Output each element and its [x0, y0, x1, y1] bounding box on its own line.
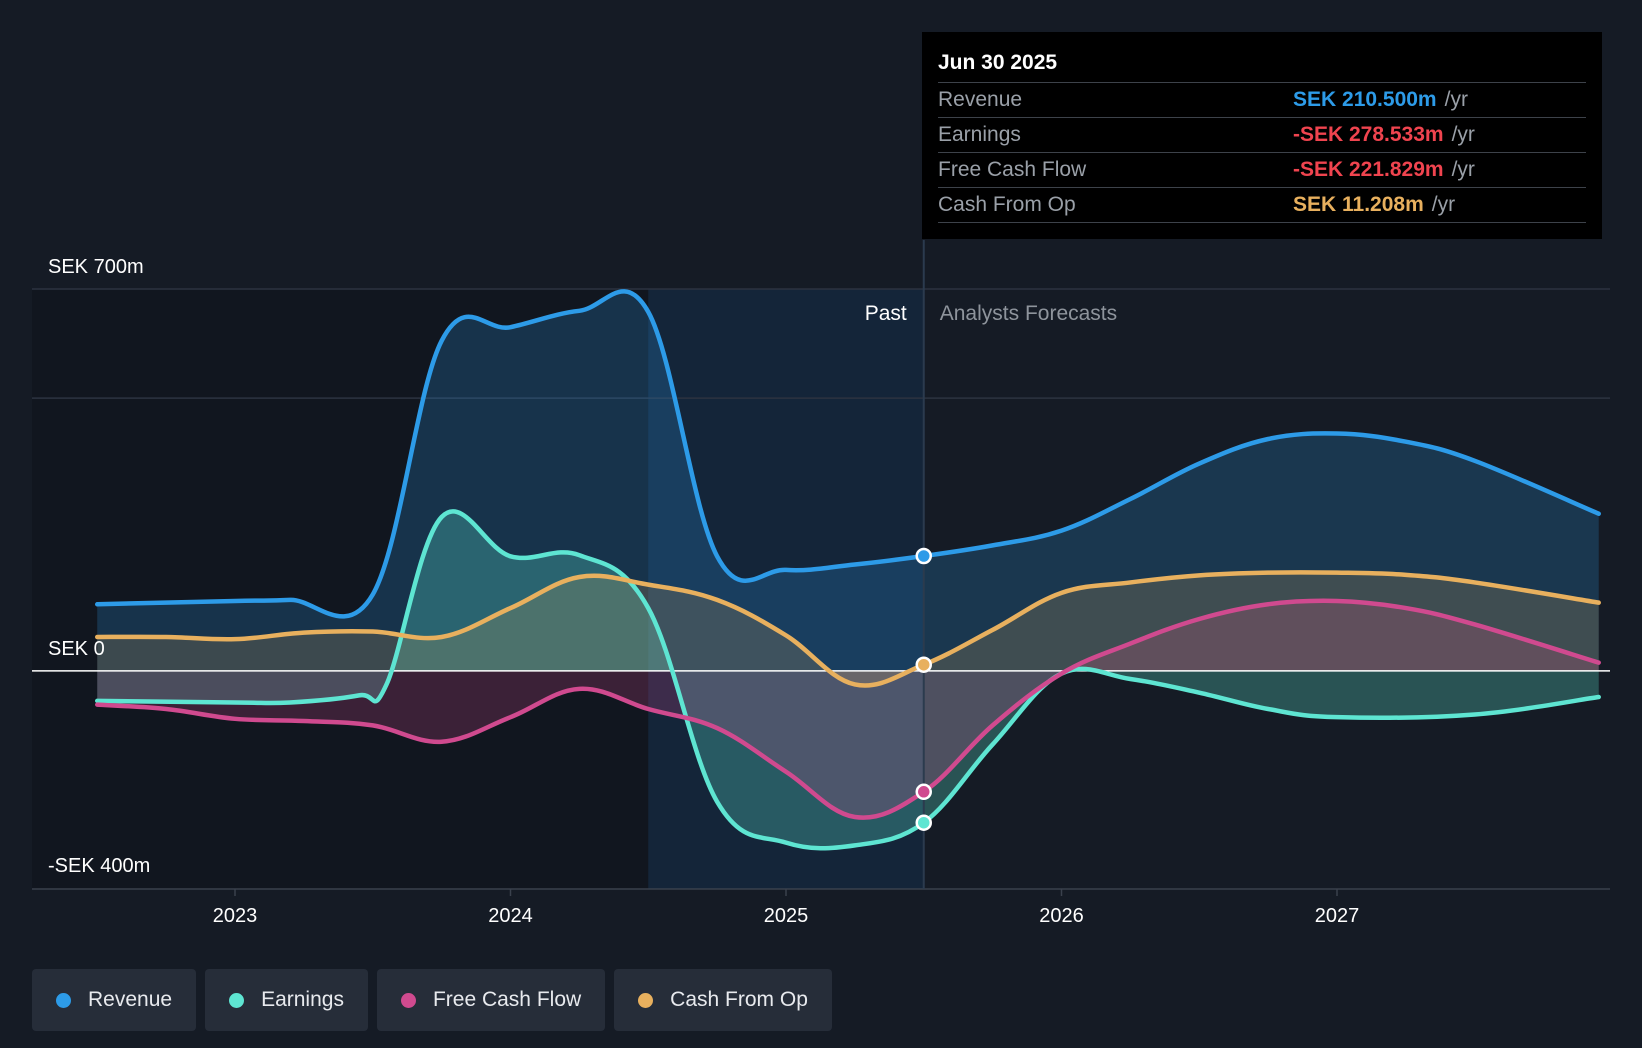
forecast-label: Analysts Forecasts — [940, 302, 1117, 325]
marker-cash-from-op[interactable] — [915, 656, 932, 673]
tooltip-row-earnings: Earnings -SEK 278.533m /yr — [938, 118, 1586, 153]
y-axis: SEK 700m SEK 0 -SEK 400m — [48, 256, 150, 877]
past-label: Past — [865, 302, 907, 325]
tooltip-label: Free Cash Flow — [938, 158, 1087, 181]
legend-item-earnings[interactable]: Earnings — [205, 969, 368, 1031]
tooltip-unit: /yr — [1431, 193, 1456, 216]
legend-dot-icon — [56, 992, 71, 1008]
area-earnings — [97, 511, 1599, 849]
tooltip-unit: /yr — [1444, 88, 1468, 111]
legend-item-revenue[interactable]: Revenue — [32, 969, 197, 1031]
legend: Revenue Earnings Free Cash Flow Cash Fro… — [32, 969, 832, 1031]
legend-label: Earnings — [261, 988, 344, 1011]
tooltip-unit: /yr — [1451, 123, 1475, 146]
x-tick-label: 2023 — [213, 905, 258, 927]
tooltip-row-cash-from-op: Cash From Op SEK 11.208m /yr — [938, 188, 1586, 223]
tooltip: Jun 30 2025 Revenue SEK 210.500m /yr Ear… — [922, 32, 1602, 239]
marker-earnings[interactable] — [915, 814, 932, 831]
recent-past-highlight — [648, 289, 924, 889]
tooltip-label: Cash From Op — [938, 193, 1076, 216]
legend-item-free-cash-flow[interactable]: Free Cash Flow — [376, 969, 606, 1031]
x-tick-label: 2026 — [1039, 905, 1084, 927]
x-tick-label: 2025 — [764, 905, 809, 927]
area-free-cash-flow — [97, 600, 1599, 818]
tooltip-row-free-cash-flow: Free Cash Flow -SEK 221.829m /yr — [938, 153, 1586, 188]
series-markers — [915, 547, 932, 831]
line-cash-from-op — [95, 570, 1601, 688]
legend-label: Free Cash Flow — [432, 988, 582, 1011]
series-lines — [95, 289, 1601, 851]
legend-label: Revenue — [88, 988, 173, 1011]
tooltip-row-revenue: Revenue SEK 210.500m /yr — [938, 83, 1586, 118]
marker-revenue[interactable] — [915, 547, 932, 565]
legend-dot-icon — [229, 992, 245, 1008]
x-tick-label: 2024 — [488, 905, 533, 927]
tooltip-value: SEK 210.500m — [1293, 88, 1437, 111]
area-cash-from-op — [97, 572, 1599, 686]
tooltip-label: Revenue — [938, 88, 1023, 111]
tooltip-date: Jun 30 2025 — [938, 48, 1586, 83]
legend-dot-icon — [400, 992, 416, 1008]
line-earnings — [95, 509, 1601, 851]
tooltip-value: SEK 11.208m — [1293, 193, 1424, 216]
tooltip-value: -SEK 221.829m — [1293, 158, 1444, 181]
y-tick-label: SEK 0 — [48, 638, 105, 660]
gridlines — [32, 288, 1610, 890]
tooltip-value: -SEK 278.533m — [1293, 123, 1444, 146]
line-free-cash-flow — [95, 598, 1601, 820]
y-tick-label: SEK 700m — [48, 256, 144, 278]
tooltip-label: Earnings — [938, 123, 1021, 146]
y-tick-label: -SEK 400m — [48, 855, 150, 877]
x-axis: 2023 2024 2025 2026 2027 — [213, 889, 1360, 927]
legend-label: Cash From Op — [670, 988, 808, 1011]
tooltip-unit: /yr — [1451, 158, 1475, 181]
legend-dot-icon — [638, 992, 654, 1008]
marker-free-cash-flow[interactable] — [915, 783, 932, 801]
x-tick-label: 2027 — [1315, 905, 1360, 927]
line-revenue — [95, 289, 1601, 619]
legend-item-cash-from-op[interactable]: Cash From Op — [614, 969, 832, 1031]
